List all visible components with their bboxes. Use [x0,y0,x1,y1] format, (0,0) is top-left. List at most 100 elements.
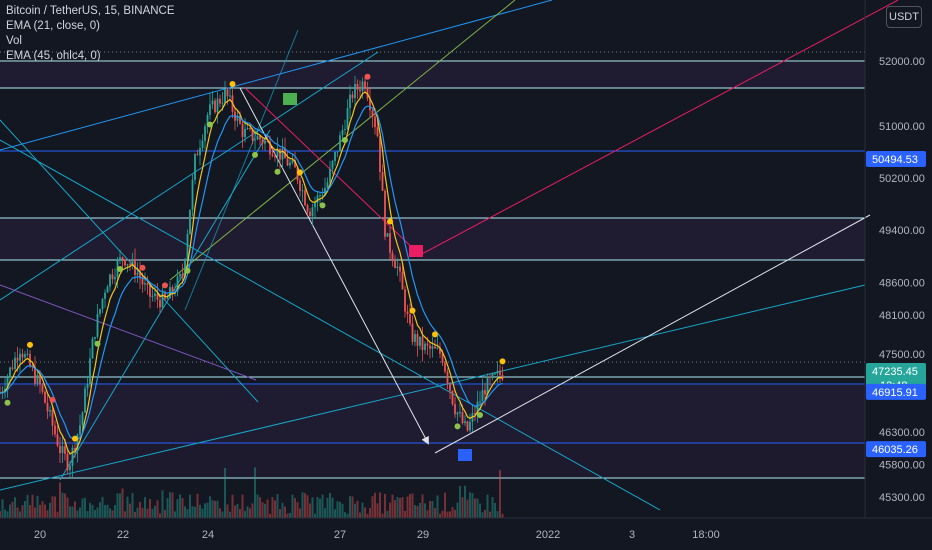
currency-button[interactable]: USDT [886,6,922,28]
candle-body [54,425,56,435]
price-tick-label: 48600.00 [879,277,925,289]
price-tick-label: 52000.00 [879,56,925,68]
volume-bar [344,512,346,518]
candle-body [424,343,426,350]
volume-bar [261,502,264,518]
volume-bar [391,494,394,518]
volume-bar [246,506,249,518]
volume-bar [351,496,354,518]
candle-body [279,148,281,160]
volume-bar [69,506,71,518]
candle-body [361,81,364,92]
candle-body [141,278,144,285]
volume-bar [126,496,129,518]
volume-bar [204,503,206,518]
candle-body [301,190,304,192]
price-tag-value: 46035.26 [872,444,918,456]
candle-body [244,128,246,138]
candle-body [456,412,459,415]
signal-dot [342,137,348,144]
volume-bar [266,499,269,518]
candle-body [26,353,29,355]
candle-body [4,388,6,392]
volume-bar [426,510,429,518]
volume-bar [124,511,126,518]
ema-21-label[interactable]: EMA (21, close, 0) [6,20,100,32]
price-tag [866,150,926,167]
volume-bar [186,509,189,518]
candle-body [249,128,251,130]
ema-45-label[interactable]: EMA (45, ohlc4, 0) [6,50,101,62]
candle-body [384,190,386,237]
time-tick-label: 3 [629,529,635,541]
price-tick-label: 47500.00 [879,349,925,361]
candle-body [449,383,451,391]
volume-label[interactable]: Vol [6,35,22,47]
volume-bar [354,503,356,518]
candle-body [334,151,336,162]
volume-bar [131,493,134,518]
volume-bar [31,494,34,518]
volume-bar [169,492,171,518]
candle-body [204,126,206,141]
volume-bar [296,502,299,518]
symbol-title[interactable]: Bitcoin / TetherUS, 15, BINANCE [6,5,175,17]
candle-body [386,233,389,237]
volume-bar [189,494,191,518]
candle-body [99,309,101,314]
candle-body [196,154,199,156]
volume-bar [224,468,226,518]
candle-body [34,367,36,384]
volume-bar [311,497,314,518]
volume-bar [284,506,286,518]
candle-body [164,292,166,299]
volume-bar [486,494,489,518]
volume-bar [386,510,389,518]
candle-body [276,148,279,157]
candle-body [426,343,429,346]
signal-dot [162,282,168,289]
candle-body [271,154,274,157]
signal-dot [432,331,438,338]
signal-dot [139,264,146,271]
volume-bar [144,497,146,518]
blue-flag-marker [458,449,472,461]
volume-bar [299,508,301,518]
candle-body [491,373,494,378]
volume-bar [154,505,156,518]
candle-body [119,257,121,261]
volume-bar [236,503,239,518]
volume-bar [79,507,81,518]
candle-body [59,445,61,453]
volume-bar [379,492,381,518]
volume-bar [399,497,401,518]
volume-bar [39,504,41,518]
signal-dot [319,202,326,209]
volume-bar [444,492,446,518]
candle-body [481,390,484,402]
volume-bar [151,508,154,518]
volume-bar [456,502,459,518]
volume-bar [359,512,361,518]
candle-body [201,140,204,148]
time-tick-label: 24 [202,529,214,541]
candle-body [404,289,406,312]
candle-body [16,357,19,361]
candle-body [14,357,16,369]
candle-body [49,410,51,412]
signal-dot [229,80,236,87]
price-tag-value: 50494.53 [872,154,918,166]
signal-dots [4,73,506,442]
time-axis-labels: 20 22 24 27 29 2022 3 18:00 [34,529,720,541]
candle-body [189,209,191,235]
volume-bar [306,495,309,518]
volume-bar [74,501,76,518]
candle-body [51,410,54,426]
candle-body [444,362,446,372]
candle-body [406,311,409,314]
time-tick-label: 22 [117,529,129,541]
candle-body [269,141,271,155]
volume-bar [239,509,241,518]
